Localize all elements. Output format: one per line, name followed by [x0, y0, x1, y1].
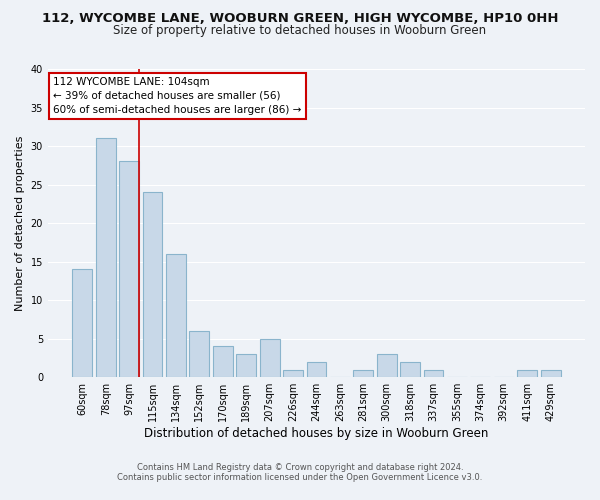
Bar	[96, 138, 116, 377]
Text: 112, WYCOMBE LANE, WOOBURN GREEN, HIGH WYCOMBE, HP10 0HH: 112, WYCOMBE LANE, WOOBURN GREEN, HIGH W…	[42, 12, 558, 26]
Text: Contains public sector information licensed under the Open Government Licence v3: Contains public sector information licen…	[118, 474, 482, 482]
Bar	[541, 370, 560, 377]
Bar	[143, 192, 163, 377]
Bar	[424, 370, 443, 377]
Bar	[353, 370, 373, 377]
Bar	[73, 270, 92, 377]
Bar	[119, 162, 139, 377]
Text: 112 WYCOMBE LANE: 104sqm
← 39% of detached houses are smaller (56)
60% of semi-d: 112 WYCOMBE LANE: 104sqm ← 39% of detach…	[53, 76, 302, 114]
X-axis label: Distribution of detached houses by size in Wooburn Green: Distribution of detached houses by size …	[144, 427, 488, 440]
Bar	[307, 362, 326, 377]
Text: Contains HM Land Registry data © Crown copyright and database right 2024.: Contains HM Land Registry data © Crown c…	[137, 464, 463, 472]
Bar	[166, 254, 186, 377]
Y-axis label: Number of detached properties: Number of detached properties	[15, 136, 25, 311]
Bar	[377, 354, 397, 377]
Bar	[213, 346, 233, 377]
Bar	[283, 370, 303, 377]
Text: Size of property relative to detached houses in Wooburn Green: Size of property relative to detached ho…	[113, 24, 487, 37]
Bar	[260, 338, 280, 377]
Bar	[400, 362, 420, 377]
Bar	[190, 331, 209, 377]
Bar	[517, 370, 537, 377]
Bar	[236, 354, 256, 377]
